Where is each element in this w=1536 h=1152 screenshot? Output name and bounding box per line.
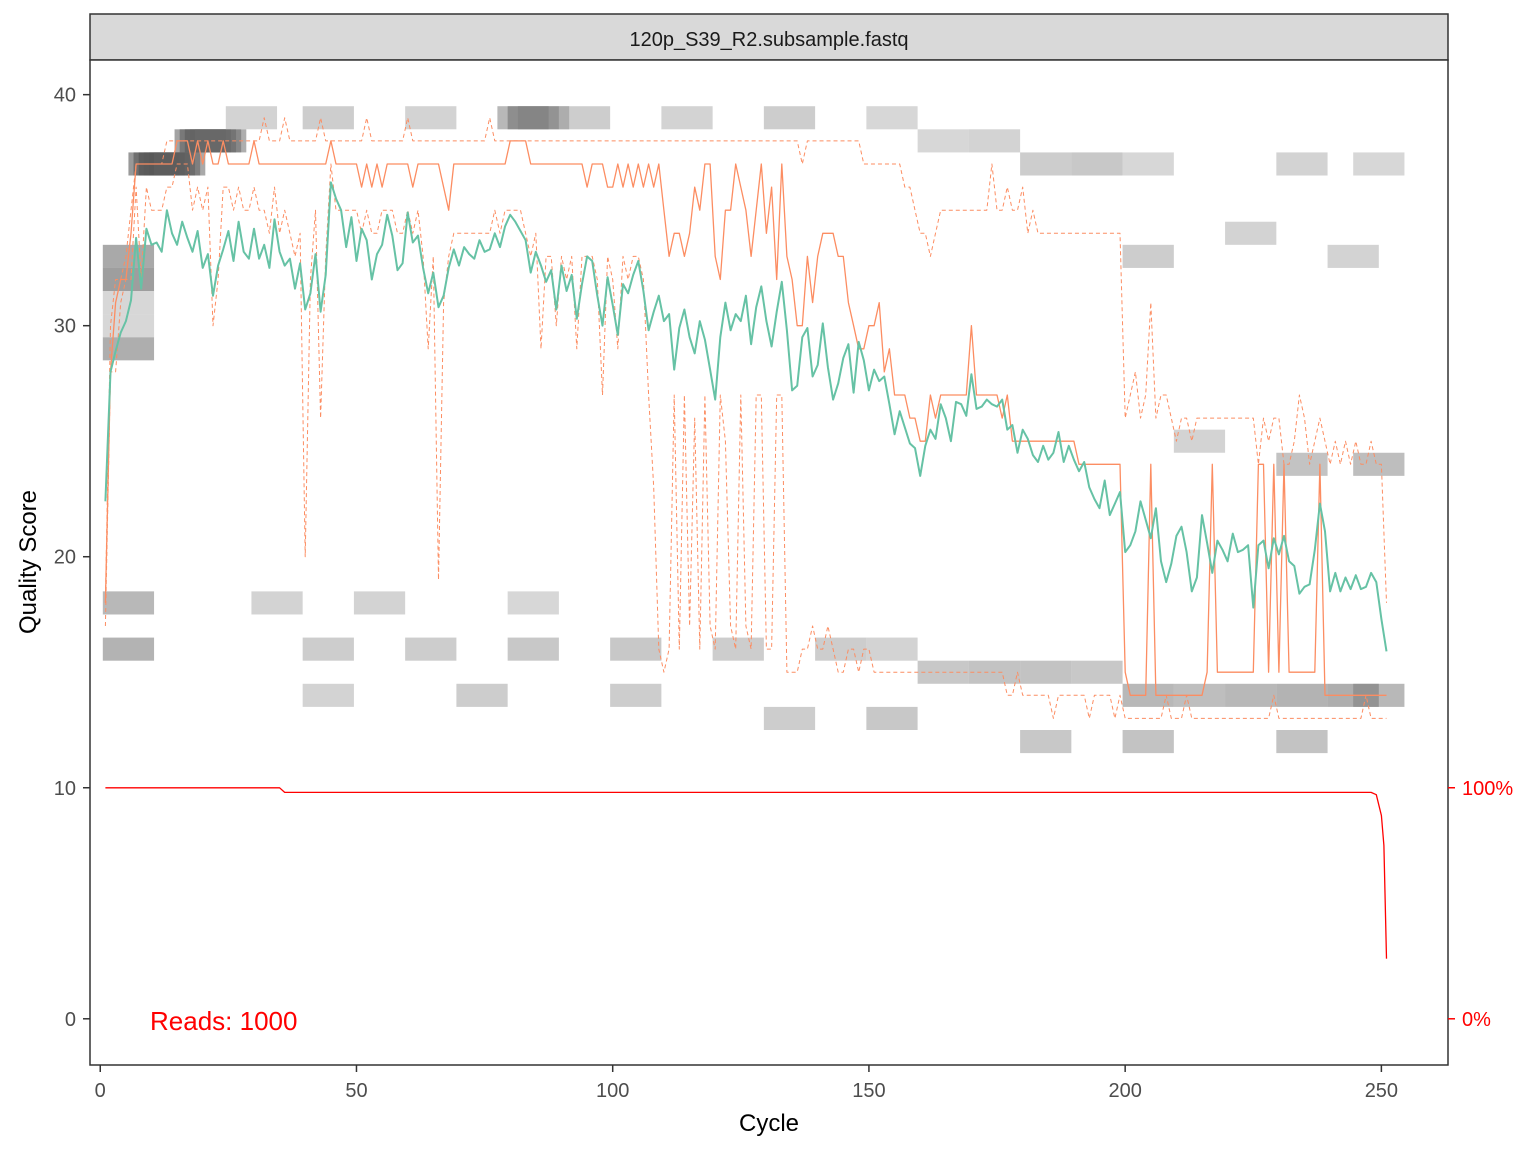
heatmap-tile bbox=[456, 683, 508, 707]
heatmap-tile bbox=[763, 106, 816, 130]
heatmap-tile bbox=[507, 637, 559, 661]
heatmap-tile bbox=[610, 637, 662, 661]
series-lower-quartile-line bbox=[104, 163, 1387, 719]
right-axis: 100% 0% bbox=[1448, 778, 1513, 1031]
facet-strip: 120p_S39_R2.subsample.fastq bbox=[89, 13, 1449, 61]
heatmap-tile bbox=[102, 637, 155, 661]
heatmap-tile bbox=[225, 106, 278, 130]
series-upper-quartile-line bbox=[104, 117, 1387, 603]
x-axis: 0 50 100 150 200 250 bbox=[95, 1065, 1398, 1102]
heatmap-tile bbox=[1173, 429, 1226, 453]
heatmap-tile bbox=[353, 591, 406, 615]
heatmap-tile bbox=[1327, 244, 1379, 268]
heatmap-tile bbox=[968, 129, 1021, 153]
heatmap-tile bbox=[1225, 683, 1277, 707]
series-mean-line bbox=[104, 181, 1388, 652]
heatmap-tile bbox=[1276, 152, 1328, 176]
facet-title: 120p_S39_R2.subsample.fastq bbox=[629, 29, 908, 51]
x-tick-label: 50 bbox=[345, 1080, 367, 1102]
heatmap-tile bbox=[405, 106, 457, 130]
heatmap-tile bbox=[1122, 244, 1174, 268]
reads-count-label: Reads: 1000 bbox=[150, 1006, 297, 1036]
heatmap-tile bbox=[866, 637, 918, 661]
heatmap-tile bbox=[1276, 730, 1328, 754]
heatmap-tile bbox=[558, 106, 611, 130]
x-tick-label: 0 bbox=[95, 1080, 106, 1102]
heatmap-tile bbox=[1020, 152, 1072, 176]
heatmap-tile bbox=[1276, 452, 1328, 476]
x-tick-label: 200 bbox=[1108, 1080, 1141, 1102]
y-tick-label: 40 bbox=[54, 85, 76, 107]
quality-heatmap bbox=[102, 106, 1405, 754]
heatmap-tile bbox=[405, 637, 457, 661]
heatmap-tile bbox=[517, 106, 570, 130]
heatmap-tile bbox=[763, 706, 816, 730]
heatmap-tile bbox=[507, 591, 559, 615]
y-axis-title: Quality Score bbox=[15, 490, 42, 634]
heatmap-tile bbox=[661, 106, 713, 130]
heatmap-tile bbox=[1020, 660, 1072, 684]
heatmap-tile bbox=[302, 637, 354, 661]
heatmap-tile bbox=[712, 637, 764, 661]
x-axis-title: Cycle bbox=[739, 1110, 799, 1137]
y-tick-label: 30 bbox=[54, 316, 76, 338]
heatmap-tile bbox=[1122, 152, 1174, 176]
heatmap-tile bbox=[866, 706, 918, 730]
x-tick-label: 250 bbox=[1365, 1080, 1398, 1102]
heatmap-tile bbox=[866, 106, 918, 130]
heatmap-tile bbox=[302, 683, 354, 707]
right-tick-label: 0% bbox=[1462, 1009, 1491, 1031]
y-tick-label: 20 bbox=[54, 547, 76, 569]
heatmap-tile bbox=[917, 129, 969, 153]
series-reads-percent-line bbox=[105, 787, 1388, 959]
heatmap-tile bbox=[1225, 221, 1277, 245]
heatmap-tile bbox=[1276, 683, 1328, 707]
series-median-line bbox=[104, 140, 1387, 696]
heatmap-tile bbox=[102, 267, 155, 292]
heatmap-tile bbox=[1122, 730, 1174, 754]
y-axis: 0 10 20 30 40 bbox=[54, 85, 90, 1031]
x-tick-label: 100 bbox=[596, 1080, 629, 1102]
heatmap-tile bbox=[1020, 730, 1072, 754]
heatmap-tile bbox=[1071, 152, 1123, 176]
heatmap-tile bbox=[1353, 152, 1405, 176]
heatmap-tile bbox=[251, 591, 303, 615]
heatmap-tile bbox=[1122, 683, 1174, 707]
heatmap-tile bbox=[102, 591, 155, 615]
heatmap-tile bbox=[102, 314, 155, 338]
series-lines bbox=[104, 117, 1388, 959]
right-tick-label: 100% bbox=[1462, 778, 1513, 800]
heatmap-tile bbox=[302, 106, 354, 130]
x-tick-label: 150 bbox=[852, 1080, 885, 1102]
heatmap-tile bbox=[815, 637, 867, 661]
y-tick-label: 10 bbox=[54, 778, 76, 800]
facet-strip-background bbox=[89, 13, 1449, 61]
heatmap-tile bbox=[610, 683, 662, 707]
heatmap-tile bbox=[1071, 660, 1123, 684]
y-tick-label: 0 bbox=[65, 1009, 76, 1031]
